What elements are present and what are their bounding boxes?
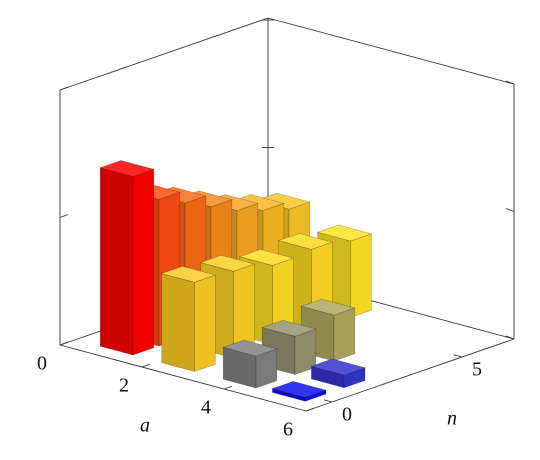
bar-top [199,254,256,272]
x-tick [141,363,150,368]
bar [160,265,217,372]
bar-top [310,358,367,376]
box-edge [267,17,515,85]
bar-top [160,265,217,283]
y-tick-label: 5 [472,359,482,381]
bar-top [277,233,334,250]
bar-front [350,233,372,318]
bar-side [161,273,195,372]
x-tick-label: 0 [37,353,47,375]
bar-top [261,319,317,337]
z-tick [505,208,515,212]
y-axis-title: n [447,408,457,430]
bar-top [271,381,328,398]
bar [222,339,278,389]
y-tick [453,354,463,358]
bar-top [222,339,278,357]
z-tick [505,335,515,340]
bar [99,160,155,356]
bar-side [99,167,134,356]
x-tick-label: 6 [283,419,293,441]
x-axis-title: a [140,415,150,437]
y-tick-label: 0 [342,404,352,426]
bar-front [333,307,356,362]
bar-top [99,160,155,177]
y-tick [323,399,333,403]
box-edge [59,17,269,91]
x-tick [305,407,314,412]
bar [271,381,328,402]
bar-top [300,298,356,316]
bar-top [316,224,373,242]
x-tick-label: 4 [201,397,211,419]
x-axis-line [59,344,307,412]
x-tick [59,341,68,346]
bar-front [132,168,155,356]
z-tick [505,80,515,85]
z-tick [59,214,69,218]
z-tick [59,86,69,91]
y-axis-line [305,338,515,412]
x-tick [223,385,232,390]
bar-top [238,249,295,266]
bar-front [194,274,216,372]
x-tick-label: 2 [119,375,129,397]
bar [310,358,367,389]
